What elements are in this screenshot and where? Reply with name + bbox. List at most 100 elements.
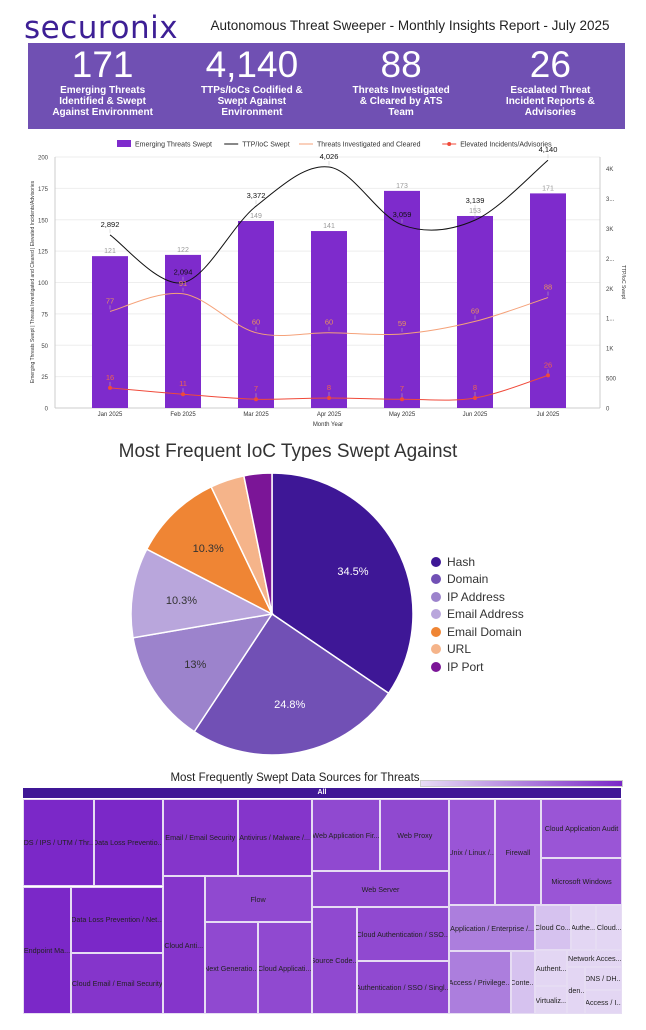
kpi-ttps-iocs: 4,140 TTPs/IoCs Codified & Swept Against … — [177, 43, 326, 129]
treemap-tile-label: Source Code... — [311, 956, 358, 966]
legend-item[interactable]: Email Domain — [431, 623, 524, 641]
treemap-tile-label: Cloud... — [596, 923, 622, 933]
x-tick-label: Jan 2025 — [98, 412, 123, 418]
kpi-label: Emerging Threats Identified & Swept Agai… — [52, 85, 153, 118]
legend-swatch-bar — [117, 140, 131, 147]
line-data-label: 69 — [471, 306, 479, 315]
line-data-label: 2,892 — [101, 220, 120, 229]
elevated-point — [327, 395, 331, 400]
treemap-tile[interactable]: Authentication / SSO / Singl... — [357, 961, 450, 1014]
treemap-tile-label: Access / Privilege... — [449, 977, 511, 987]
bar-data-label: 173 — [396, 183, 408, 190]
treemap-tile[interactable]: Authent... — [534, 949, 568, 987]
line-data-label: 8 — [327, 383, 331, 392]
line-data-label: 3,059 — [393, 210, 412, 219]
bar-emerging-threats — [457, 215, 493, 408]
treemap-tile[interactable]: Unix / Linux /... — [449, 799, 495, 906]
kpi-label: Escalated Threat Incident Reports & Advi… — [505, 85, 595, 118]
line-data-label: 3,139 — [466, 196, 485, 205]
treemap-tile[interactable]: Firewall — [494, 799, 541, 906]
treemap-tile-label: Endpoint Ma... — [23, 945, 71, 955]
treemap-tile-label: Antivirus / Malware /... — [239, 833, 310, 843]
treemap-tile-label: Next Generatio... — [204, 963, 258, 973]
kpi-value: 171 — [71, 44, 134, 85]
legend-item[interactable]: Hash — [431, 553, 524, 571]
y-tick-label: 100 — [38, 281, 49, 287]
treemap-tile[interactable]: Flow — [204, 876, 312, 923]
treemap-tile[interactable]: Conte... — [510, 950, 535, 1014]
treemap-tiles: IDS / IPS / UTM / Thr... Data Loss Preven… — [23, 799, 623, 1014]
x-tick-label: May 2025 — [389, 412, 416, 418]
x-tick-label: Jul 2025 — [537, 412, 560, 418]
y-tick-label: 75 — [41, 312, 48, 318]
legend-item[interactable]: IP Address — [431, 588, 524, 606]
legend-swatch — [431, 644, 441, 655]
treemap-tile[interactable]: Cloud Applicati... — [257, 922, 312, 1014]
kpi-escalated-reports: 26 Escalated Threat Incident Reports & Ad… — [476, 43, 625, 129]
treemap-tile[interactable]: Cloud Anti... — [162, 876, 205, 1014]
treemap-tile[interactable]: Web Proxy — [380, 799, 450, 872]
treemap-tile[interactable]: Authe... — [570, 905, 597, 950]
treemap-tile[interactable]: Antivirus / Malware /... — [237, 799, 312, 877]
bar-data-label: 121 — [104, 248, 116, 255]
treemap-tile-label: Virtualiz... — [535, 995, 567, 1005]
line-data-label: 59 — [398, 319, 406, 328]
treemap-tile[interactable]: Cloud Email / Email Security — [71, 953, 163, 1014]
legend-item[interactable]: Email Address — [431, 606, 524, 624]
kpi-value: 4,140 — [205, 44, 299, 85]
treemap-tile[interactable]: Web Application Fir... — [311, 799, 381, 872]
legend-item[interactable]: URL — [431, 641, 524, 659]
legend-swatch — [431, 574, 441, 585]
treemap-tile[interactable]: Data Loss Prevention / Net... — [71, 886, 163, 953]
treemap-tile-label: Microsoft Windows — [551, 877, 612, 887]
bar-emerging-threats — [238, 221, 274, 408]
treemap-tile-label: Authent... — [535, 963, 567, 973]
bar-data-label: 149 — [250, 213, 262, 220]
treemap-tile-label: Firewall — [505, 847, 531, 857]
legend-label: IP Address — [447, 589, 505, 604]
pie-slice-label: 34.5% — [337, 566, 368, 578]
treemap-tile[interactable]: Microsoft Windows — [540, 857, 623, 906]
line-data-label: 7 — [254, 384, 258, 393]
treemap-tile[interactable]: Cloud Authentication / SSO... — [357, 907, 450, 962]
treemap-tile[interactable]: Email / Email Security — [162, 799, 238, 877]
legend-swatch — [431, 661, 441, 672]
legend-item[interactable]: IP Port — [431, 658, 524, 676]
treemap-tile-label: Cloud Application Audit — [544, 823, 619, 833]
treemap-tile[interactable]: Web Server — [311, 871, 450, 908]
elevated-point — [108, 385, 112, 390]
treemap-tile-label: Web Application Fir... — [312, 830, 380, 840]
treemap-tile[interactable]: IDS / IPS / UTM / Thr... — [23, 799, 94, 887]
treemap-tile-label: Data Loss Preventio... — [93, 838, 163, 848]
kpi-label: Threats Investigated & Cleared by ATS Te… — [352, 85, 450, 118]
x-axis-title: Month Year — [313, 422, 343, 428]
treemap-tile-label: Access / I... — [585, 997, 623, 1007]
treemap-tile[interactable]: Iden... — [567, 966, 586, 1014]
y-tick-label: 50 — [41, 344, 48, 350]
treemap-tile[interactable]: Next Generatio... — [204, 922, 258, 1014]
legend-label: Domain — [447, 572, 489, 587]
treemap-tile[interactable]: Access / I... — [585, 990, 623, 1014]
x-tick-label: Apr 2025 — [317, 412, 342, 418]
kpi-value: 88 — [380, 44, 422, 85]
pie-slice-label: 10.3% — [193, 543, 224, 555]
y2-tick-label: 3K — [606, 227, 613, 233]
y2-tick-label: 0 — [606, 407, 610, 413]
treemap-tile[interactable]: DNS / DH... — [585, 966, 623, 991]
y-tick-label: 175 — [38, 187, 49, 193]
treemap-tile[interactable]: Virtualiz... — [534, 986, 568, 1014]
treemap-tile[interactable]: Cloud... — [596, 905, 623, 950]
treemap-tile[interactable]: Cloud Co... — [534, 905, 571, 950]
treemap-tile[interactable]: Network Acces... — [567, 949, 623, 967]
treemap-tile[interactable]: Cloud Application Audit — [540, 799, 623, 858]
treemap-tile[interactable]: Endpoint Ma... — [23, 886, 71, 1014]
treemap-tile[interactable]: Application / Enterprise /... — [449, 905, 535, 951]
treemap-tile[interactable]: Data Loss Preventio... — [93, 799, 163, 887]
kpi-band: 171 Emerging Threats Identified & Swept A… — [28, 43, 625, 129]
treemap-tile-label: Network Acces... — [568, 953, 622, 963]
legend-item[interactable]: Domain — [431, 571, 524, 589]
treemap-tile[interactable]: Source Code... — [311, 907, 358, 1014]
x-tick-label: Feb 2025 — [170, 412, 196, 418]
treemap-root-all[interactable]: All — [23, 788, 621, 798]
treemap-tile[interactable]: Access / Privilege... — [449, 950, 511, 1014]
